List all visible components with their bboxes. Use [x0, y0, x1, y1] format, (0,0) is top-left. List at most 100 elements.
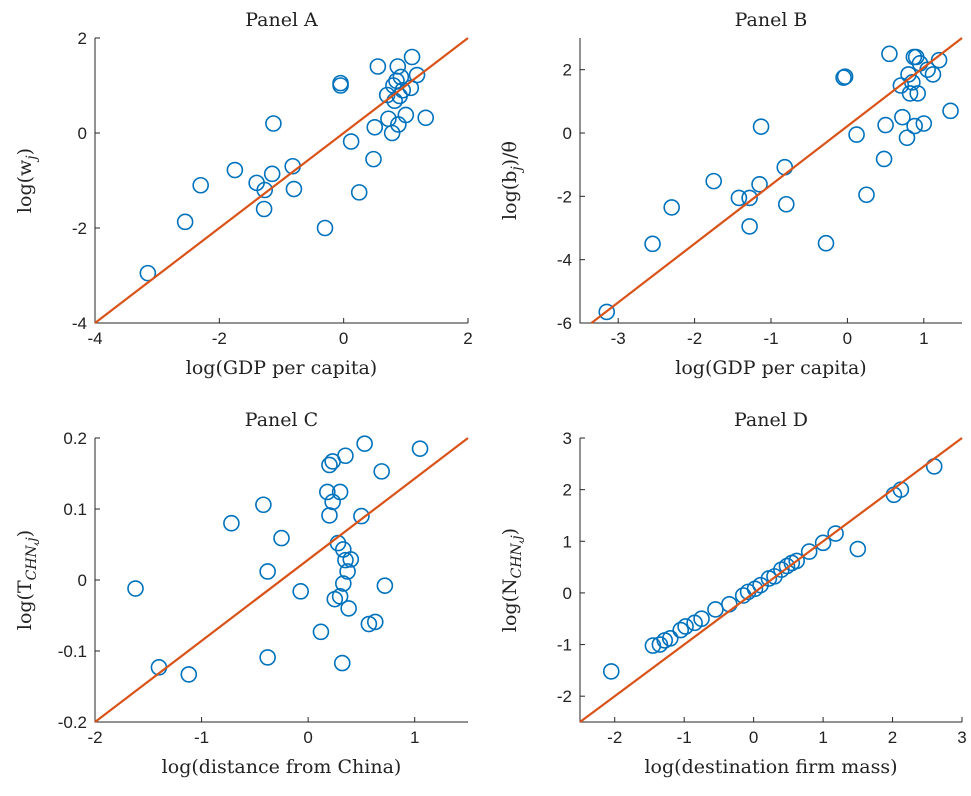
data-point — [292, 583, 309, 600]
y-tick-label: 0 — [78, 571, 87, 590]
data-point — [373, 463, 390, 480]
data-point — [353, 507, 370, 525]
x-tick-label: -1 — [194, 728, 209, 747]
data-point — [139, 264, 157, 282]
data-point — [644, 235, 661, 253]
fit-line — [590, 37, 963, 324]
data-point — [331, 483, 349, 501]
x-axis-label: log(GDP per capita) — [186, 357, 377, 379]
y-tick-label: 0.2 — [63, 429, 87, 448]
data-point — [376, 577, 394, 594]
y-tick-label: -4 — [557, 251, 572, 270]
data-point — [255, 496, 272, 514]
data-point — [342, 133, 360, 150]
data-point — [741, 189, 758, 207]
data-point — [365, 150, 382, 168]
y-tick-label: 1 — [563, 532, 572, 551]
data-point — [285, 180, 303, 198]
data-point — [848, 126, 865, 143]
x-tick-label: 0 — [749, 728, 758, 747]
data-point — [332, 74, 349, 92]
panel-title: Panel C — [245, 409, 318, 431]
data-point — [858, 186, 875, 204]
data-point — [915, 115, 933, 132]
data-point — [331, 588, 349, 605]
data-point — [360, 615, 378, 633]
data-point — [397, 106, 415, 124]
data-point — [335, 541, 352, 558]
x-axis-label: log(destination firm mass) — [644, 756, 897, 778]
y-tick-label: -0.1 — [58, 642, 87, 661]
data-point — [693, 610, 710, 628]
y-label-main: log(w — [14, 159, 36, 213]
y-tick-label: 0 — [563, 124, 572, 143]
data-point — [942, 102, 959, 120]
y-axis-label: log(NCHN,j) — [499, 528, 525, 632]
data-point — [319, 483, 336, 501]
data-point — [778, 557, 796, 575]
data-point — [335, 575, 352, 592]
data-point — [337, 447, 354, 465]
data-point — [661, 630, 679, 647]
x-tick-label: -2 — [607, 728, 622, 747]
y-axis-label: log(wj) — [14, 148, 40, 213]
scatter-series — [598, 45, 959, 321]
x-tick-label: -2 — [687, 329, 702, 348]
data-point — [321, 507, 338, 524]
x-tick-label: -1 — [763, 329, 778, 348]
data-point — [909, 85, 926, 102]
data-point — [777, 195, 795, 213]
y-tick-label: -4 — [72, 314, 87, 333]
x-tick-label: -1 — [677, 728, 692, 747]
data-point — [356, 435, 373, 452]
scatter-series — [127, 435, 429, 683]
data-point — [226, 161, 244, 179]
x-tick-label: 0 — [843, 329, 852, 348]
data-point — [705, 172, 723, 190]
data-point — [925, 458, 943, 475]
y-tick-label: -6 — [557, 314, 572, 333]
y-label-main: log(N — [499, 578, 521, 632]
panel-title: Panel A — [245, 9, 318, 31]
y-tick-label: -0.2 — [58, 713, 87, 732]
data-point — [321, 456, 338, 474]
data-point — [677, 618, 694, 635]
y-label-tail: )/θ — [499, 141, 521, 166]
panel-title: Panel D — [734, 409, 808, 431]
data-point — [751, 176, 768, 193]
data-point — [800, 543, 818, 560]
y-tick-label: -2 — [72, 219, 87, 238]
data-point — [255, 200, 273, 218]
data-point — [259, 563, 276, 580]
fit-line — [94, 37, 469, 324]
data-point — [836, 68, 854, 85]
x-tick-label: -4 — [87, 329, 102, 348]
data-point — [366, 613, 384, 631]
data-point — [263, 165, 281, 183]
panel-a: Panel A -4 -2 0 2 -4 -2 0 2 log(GDP per capita) lo… — [14, 9, 473, 379]
x-axis-label: log(distance from China) — [162, 756, 402, 778]
data-point — [898, 129, 916, 147]
data-point — [176, 213, 194, 231]
data-point — [752, 118, 770, 135]
x-axis-label: log(GDP per capita) — [675, 357, 866, 379]
x-tick-label: -2 — [87, 728, 102, 747]
data-point — [337, 551, 354, 569]
data-point — [788, 552, 805, 570]
y-axis-label: log(TCHN,j) — [14, 530, 40, 630]
data-point — [881, 45, 898, 63]
data-point — [366, 119, 384, 136]
y-tick-label: 0 — [563, 584, 572, 603]
y-label-main: log(T — [14, 580, 36, 630]
y-label-main: log(b — [499, 171, 521, 220]
x-tick-label: 1 — [410, 728, 419, 747]
y-tick-label: -2 — [557, 187, 572, 206]
data-point — [877, 116, 894, 134]
data-point — [875, 150, 893, 168]
data-point — [339, 563, 356, 580]
data-point — [707, 601, 724, 618]
panel-title: Panel B — [735, 9, 808, 31]
data-point — [827, 525, 844, 542]
y-label-subscript: j — [509, 166, 525, 174]
